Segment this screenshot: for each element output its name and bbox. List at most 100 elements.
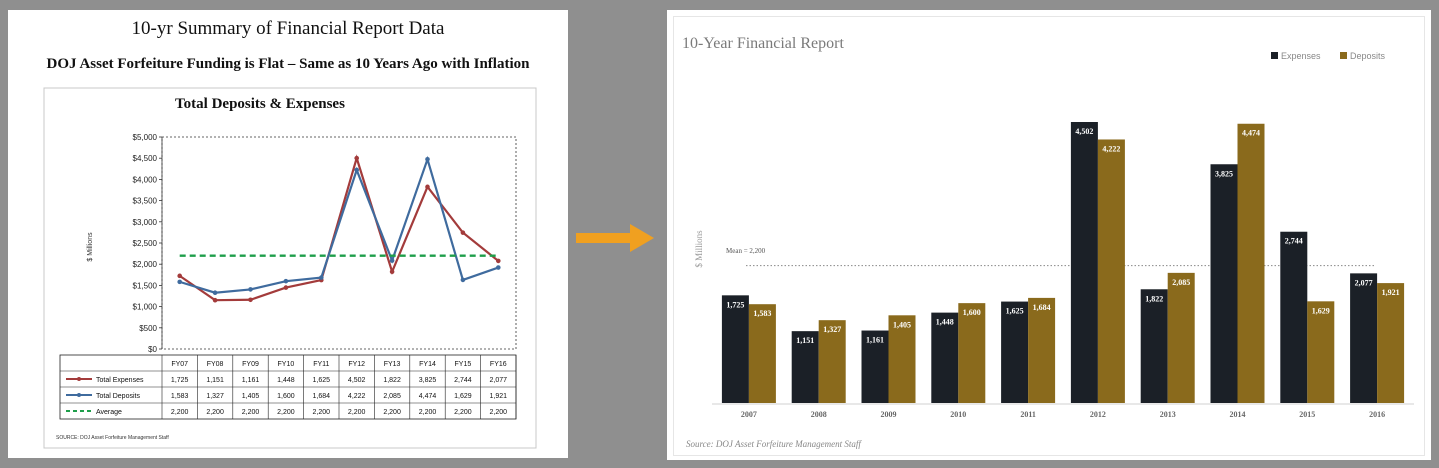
table-cell: 1,161: [242, 377, 260, 384]
bar-deposits-2007: [748, 304, 776, 403]
y-tick-label: $1,000: [133, 303, 158, 312]
table-legend-marker: [77, 377, 81, 381]
x-tick-label: 2007: [741, 410, 757, 419]
x-tick-label: 2008: [811, 410, 827, 419]
table-cell: 2,200: [242, 409, 260, 416]
y-tick-label: $5,000: [133, 133, 158, 142]
series-line-total-expenses: [179, 154, 499, 302]
x-tick-label: 2014: [1230, 410, 1246, 419]
bar-deposits-2008: [818, 320, 846, 403]
bar-expenses-2010: [931, 312, 959, 403]
x-tick-label: 2012: [1090, 410, 1106, 419]
left-source: SOURCE: DOJ Asset Forfeiture Management …: [56, 435, 169, 441]
bar-expenses-2012: [1070, 122, 1098, 403]
legend-swatch-deposits: [1340, 52, 1347, 59]
right-arrow-icon: [576, 224, 654, 252]
bar-label: 1,725: [726, 300, 744, 309]
bar-label: 4,222: [1102, 144, 1120, 153]
bar-chart-plot: 1,725 1,583 2007 1,151 1,327 2008 1,161 1,405 20…: [712, 122, 1414, 419]
table-header-cell: FY10: [278, 361, 295, 368]
table-cell: 1,151: [206, 377, 224, 384]
left-heading: 10-yr Summary of Financial Report Data: [132, 18, 445, 39]
chart-frame: [43, 87, 537, 449]
bar-label: 1,583: [753, 309, 771, 318]
line-chart-plot: $0 $500 $1,000 $1,500 $2,000 $2,500 $3,000 $3,5…: [133, 133, 517, 354]
table-cell: 1,822: [383, 377, 401, 384]
line-chart-ylabel: $ Millions: [87, 232, 94, 262]
bar-label: 1,448: [936, 318, 954, 327]
table-cell: 2,200: [171, 409, 189, 416]
data-point: [177, 279, 182, 285]
data-point: [496, 265, 501, 270]
data-point: [389, 269, 395, 275]
table-cell: 2,085: [383, 393, 401, 400]
line-chart-title: Total Deposits & Expenses: [175, 96, 345, 112]
x-tick-label: 2015: [1299, 410, 1315, 419]
table-cell: 4,502: [348, 377, 366, 384]
table-cell: 2,200: [383, 409, 401, 416]
x-tick-label: 2016: [1369, 410, 1385, 419]
data-point: [460, 277, 466, 283]
table-series-name: Total Expenses: [96, 377, 144, 384]
table-cell: 1,625: [313, 377, 331, 384]
bar-label: 1,625: [1006, 307, 1024, 316]
bar-expenses-2013: [1140, 289, 1168, 403]
legend-label-deposits: Deposits: [1350, 51, 1386, 61]
table-cell: 2,200: [313, 409, 331, 416]
bar-label: 3,825: [1215, 169, 1233, 178]
bar-deposits-2016: [1377, 283, 1405, 403]
bar-deposits-2009: [888, 315, 916, 403]
mean-label: Mean = 2,200: [726, 247, 766, 255]
bar-deposits-2015: [1307, 301, 1335, 403]
bar-label: 2,085: [1172, 278, 1190, 287]
y-tick-label: $4,500: [133, 154, 158, 163]
x-tick-label: 2009: [881, 410, 897, 419]
table-cell: 2,200: [454, 409, 472, 416]
table-cell: 1,921: [490, 393, 508, 400]
legend-swatch-expenses: [1271, 52, 1278, 59]
data-point: [283, 278, 289, 284]
y-tick-label: $3,500: [133, 197, 158, 206]
left-panel: 10-yr Summary of Financial Report Data D…: [8, 10, 568, 458]
bar-deposits-2010: [958, 303, 986, 403]
y-tick-label: $4,000: [133, 175, 158, 184]
series-line-total-deposits: [179, 155, 499, 294]
table-header-cell: FY08: [207, 361, 224, 368]
bar-deposits-2014: [1237, 123, 1265, 403]
table-cell: 2,200: [490, 409, 508, 416]
bar-chart-card: 10-Year Financial Report Expenses Deposi…: [673, 16, 1425, 456]
y-tick-label: $2,000: [133, 260, 158, 269]
data-point: [460, 230, 466, 235]
table-cell: 2,200: [277, 409, 295, 416]
legend-label-expenses: Expenses: [1281, 51, 1321, 61]
y-tick-label: $0: [148, 345, 157, 354]
bar-expenses-2016: [1350, 273, 1378, 403]
table-cell: 1,583: [171, 393, 189, 400]
data-point: [425, 157, 430, 162]
table-cell: 1,629: [454, 393, 472, 400]
data-point: [248, 287, 253, 292]
bar-expenses-2011: [1001, 301, 1029, 403]
data-point: [319, 275, 324, 280]
table-header-cell: FY14: [419, 361, 436, 368]
data-point: [354, 167, 360, 173]
y-tick-label: $1,500: [133, 281, 158, 290]
bar-deposits-2013: [1167, 272, 1195, 403]
y-tick-label: $500: [139, 324, 157, 333]
table-series-name: Total Deposits: [96, 393, 140, 400]
table-cell: 1,405: [242, 393, 260, 400]
x-tick-label: 2011: [1020, 410, 1036, 419]
data-point: [283, 285, 289, 290]
y-tick-label: $3,000: [133, 218, 158, 227]
table-legend-marker: [77, 393, 81, 397]
data-point: [212, 290, 218, 296]
table-cell: 2,200: [419, 409, 437, 416]
bar-expenses-2014: [1210, 164, 1238, 403]
bar-expenses-2015: [1280, 231, 1308, 403]
bar-expenses-2007: [721, 295, 749, 403]
table-cell: 1,725: [171, 377, 189, 384]
table-header-cell: FY07: [171, 361, 188, 368]
table-cell: 2,077: [490, 377, 508, 384]
table-series-name: Average: [96, 409, 122, 416]
x-tick-label: 2013: [1160, 410, 1176, 419]
